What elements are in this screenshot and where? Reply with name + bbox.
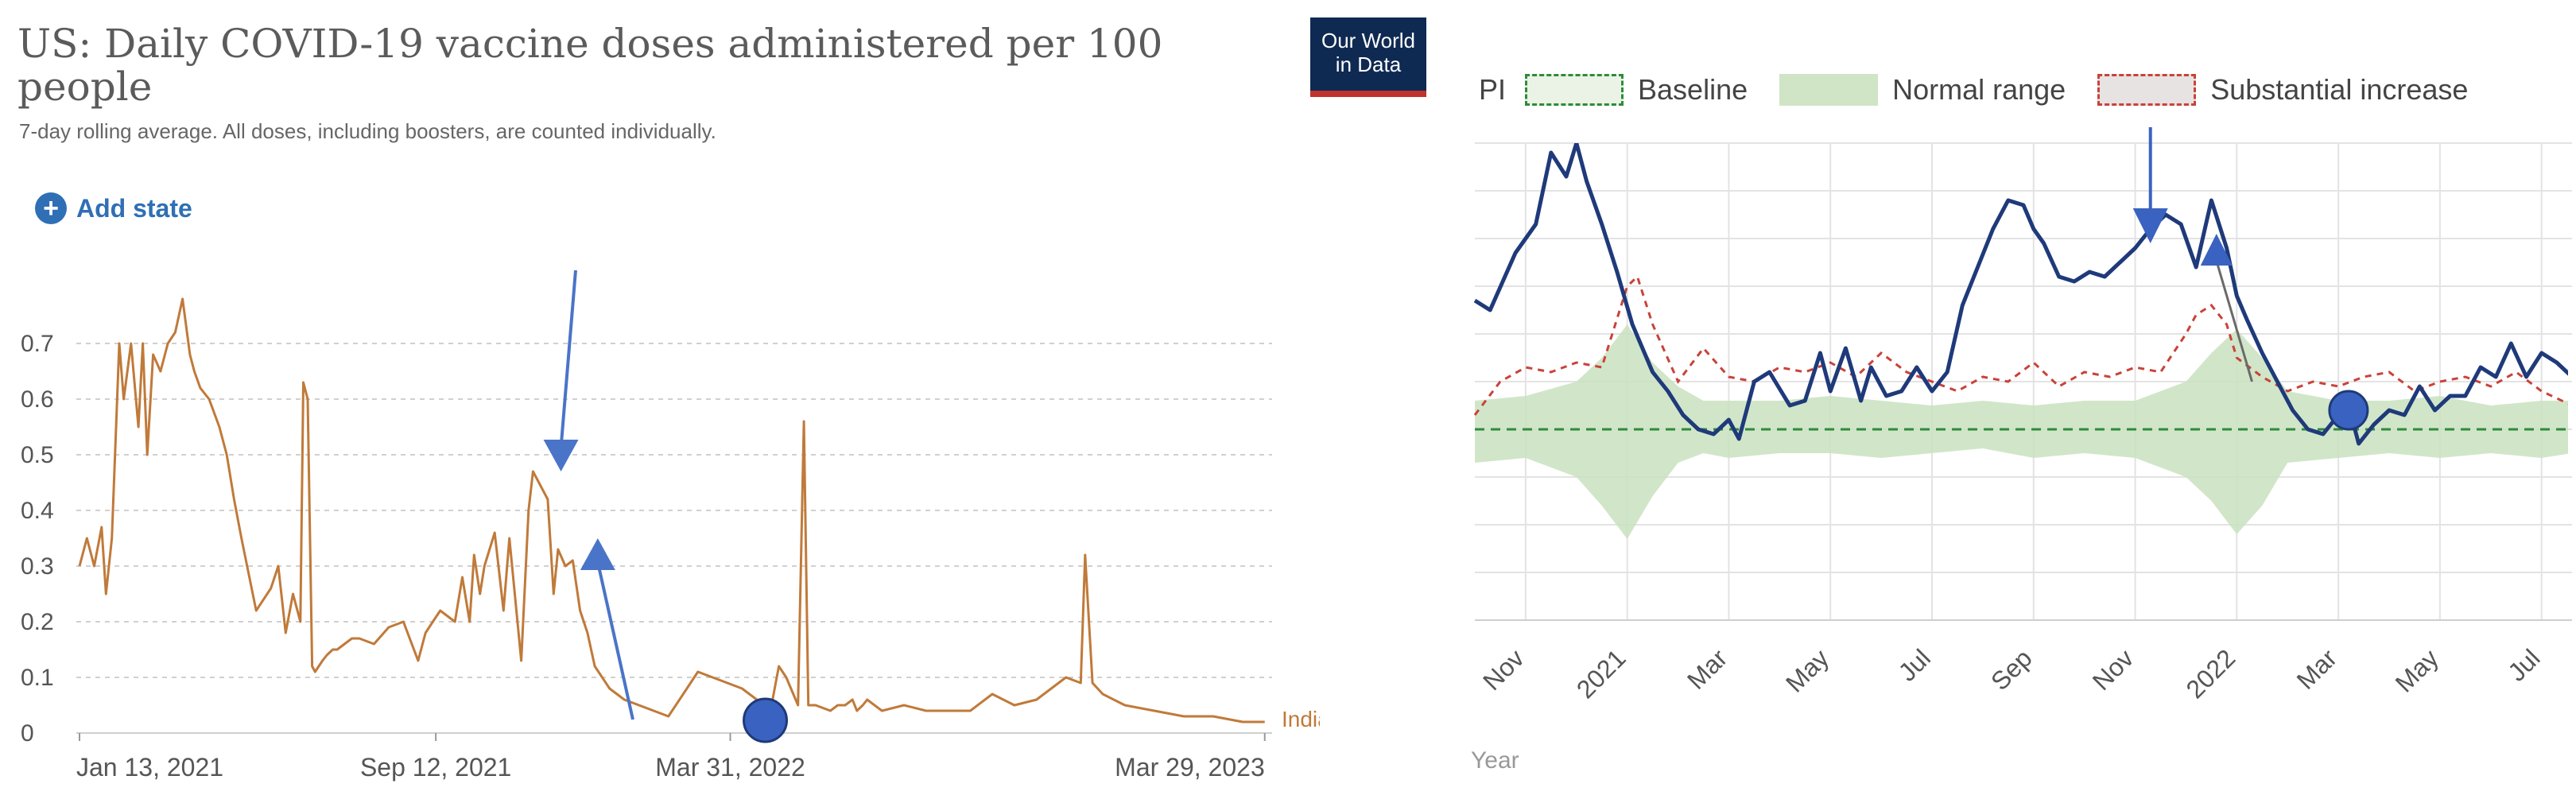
x-tick-label: Jan 13, 2021	[76, 753, 223, 782]
x-tick-label: 2022	[2180, 643, 2240, 704]
x-tick-label: Sep	[1985, 643, 2038, 696]
x-tick-label: Mar 31, 2022	[655, 753, 805, 782]
legend-substantial: Substantial increase	[2210, 73, 2469, 106]
x-tick-label: Nov	[1477, 643, 1530, 696]
series-line-indiana	[78, 297, 1265, 723]
y-tick-label: 0.2	[21, 609, 54, 635]
legend-baseline: Baseline	[1638, 73, 1748, 106]
x-tick-label: Sep 12, 2021	[360, 753, 511, 782]
y-tick-label: 0.7	[21, 331, 54, 357]
plus-circle-icon: +	[35, 192, 67, 224]
chart-title: US: Daily COVID-19 vaccine doses adminis…	[17, 21, 1163, 110]
series-label-indiana: Indiana	[1282, 707, 1320, 731]
add-state-label: Add state	[76, 193, 192, 223]
x-tick-label: Mar 29, 2023	[1115, 753, 1265, 782]
x-tick-label: Nov	[2087, 643, 2140, 696]
annotation-arrow-up-head	[580, 538, 615, 570]
annotation-arrow-up-shaft	[596, 561, 634, 720]
normal-range-band	[1475, 324, 2568, 539]
legend-normal-swatch	[1779, 74, 1879, 106]
activity-index-line-chart: Nov 2021 Mar May Jul Sep Nov 2022 Mar May Jul	[1473, 127, 2572, 704]
x-tick-label: May	[2390, 643, 2444, 697]
y-tick-label: 0.1	[21, 665, 54, 691]
legend-substantial-swatch	[2097, 74, 2197, 106]
annotation-arrow-down-head	[543, 440, 579, 471]
y-tick-label: 0.4	[21, 498, 54, 524]
annotation-arrow-down-shaft	[559, 270, 577, 448]
x-tick-label: May	[1780, 643, 1834, 697]
legend-normal: Normal range	[1892, 73, 2066, 106]
pi-series-line	[1473, 143, 2568, 446]
chart-subtitle: 7-day rolling average. All doses, includ…	[19, 119, 716, 143]
x-tick-label: Mar	[2291, 643, 2343, 695]
y-tick-label: 0	[21, 720, 34, 747]
annotation-arrow-up-shaft	[2215, 260, 2253, 382]
x-tick-label: Mar	[1682, 643, 1733, 695]
legend-baseline-swatch	[1525, 74, 1624, 106]
chart-legend: PI Baseline Normal range Substantial inc…	[1479, 73, 2468, 107]
x-tick-label: Jul	[1893, 643, 1936, 686]
activity-index-panel: PI Baseline Normal range Substantial inc…	[1463, 0, 2576, 803]
x-tick-label: 2021	[1571, 643, 1631, 704]
y-tick-label: 0.5	[21, 442, 54, 468]
y-tick-label: 0.6	[21, 386, 54, 413]
annotation-arrow-up-head	[2200, 234, 2233, 266]
our-world-in-data-logo[interactable]: Our World in Data	[1310, 17, 1426, 97]
x-axis-title: Year	[1471, 747, 1519, 774]
vaccine-doses-panel: US: Daily COVID-19 vaccine doses adminis…	[17, 21, 1320, 782]
vaccine-doses-line-chart: 0 0.1 0.2 0.3 0.4 0.5 0.6 0.7 Jan 13, 2021 Sep 12…	[21, 270, 1320, 782]
add-state-button[interactable]: + Add state	[35, 192, 192, 224]
annotation-circle-marker	[743, 697, 789, 743]
x-tick-label: Jul	[2502, 643, 2545, 686]
annotation-circle-marker	[2328, 390, 2369, 431]
legend-pi: PI	[1479, 73, 1507, 106]
logo-line-1: Our World	[1321, 29, 1415, 52]
logo-line-2: in Data	[1335, 52, 1402, 76]
annotation-arrow-down-head	[2132, 208, 2168, 243]
y-tick-label: 0.3	[21, 553, 54, 580]
